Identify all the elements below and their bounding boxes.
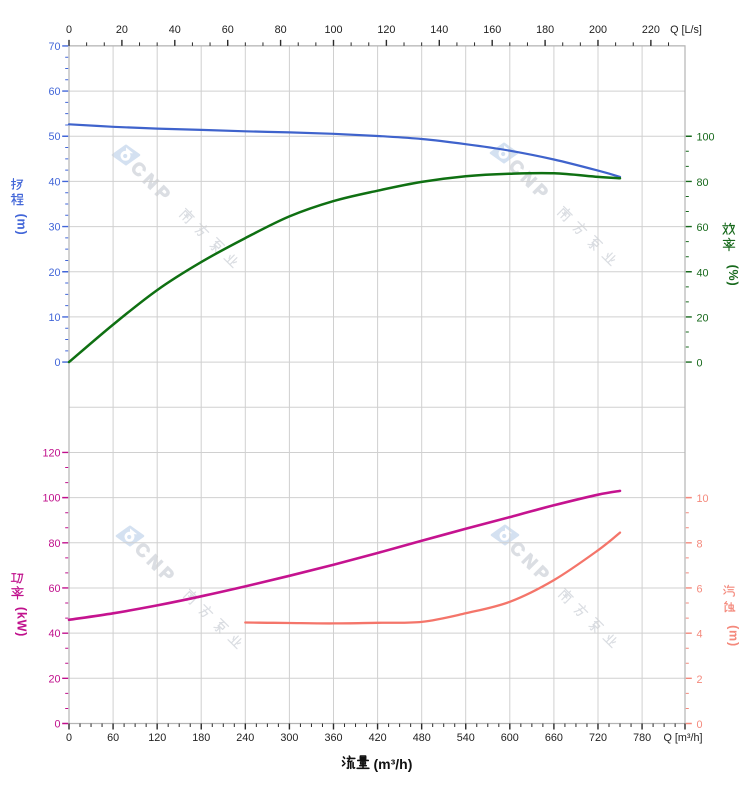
svg-text:300: 300 (280, 732, 298, 744)
svg-text:100: 100 (324, 24, 342, 36)
svg-text:2: 2 (697, 674, 703, 686)
svg-text:60: 60 (697, 222, 709, 234)
svg-text:80: 80 (697, 177, 709, 189)
svg-text:(%): (%) (726, 265, 740, 287)
svg-text:20: 20 (116, 24, 128, 36)
svg-text:20: 20 (48, 267, 60, 279)
svg-text:20: 20 (697, 312, 709, 324)
svg-text:0: 0 (66, 732, 72, 744)
svg-text:180: 180 (536, 24, 554, 36)
svg-text:720: 720 (589, 732, 607, 744)
svg-text:50: 50 (48, 131, 60, 143)
svg-text:540: 540 (457, 732, 475, 744)
svg-text:660: 660 (545, 732, 563, 744)
svg-text:360: 360 (324, 732, 342, 744)
svg-text:(m³/h): (m³/h) (374, 756, 413, 772)
svg-text:480: 480 (413, 732, 431, 744)
svg-text:0: 0 (697, 358, 703, 370)
svg-text:4: 4 (697, 629, 703, 641)
svg-text:600: 600 (501, 732, 519, 744)
svg-text:120: 120 (377, 24, 395, 36)
svg-text:120: 120 (148, 732, 166, 744)
svg-text:140: 140 (430, 24, 448, 36)
svg-text:40: 40 (48, 628, 60, 640)
svg-text:20: 20 (48, 673, 60, 685)
svg-text:40: 40 (697, 267, 709, 279)
svg-text:240: 240 (236, 732, 254, 744)
svg-text:100: 100 (42, 493, 60, 505)
svg-text:6: 6 (697, 584, 703, 596)
svg-text:420: 420 (369, 732, 387, 744)
svg-text:60: 60 (48, 86, 60, 98)
svg-text:80: 80 (48, 538, 60, 550)
svg-text:10: 10 (48, 312, 60, 324)
svg-text:60: 60 (107, 732, 119, 744)
svg-text:0: 0 (54, 357, 60, 369)
svg-text:180: 180 (192, 732, 210, 744)
svg-text:8: 8 (697, 538, 703, 550)
svg-text:40: 40 (169, 24, 181, 36)
svg-text:Q [L/s]: Q [L/s] (670, 24, 702, 36)
svg-text:30: 30 (48, 222, 60, 234)
svg-text:60: 60 (222, 24, 234, 36)
svg-text:Q [m³/h]: Q [m³/h] (664, 732, 703, 744)
svg-text:10: 10 (697, 493, 709, 505)
svg-text:120: 120 (42, 448, 60, 460)
svg-text:60: 60 (48, 583, 60, 595)
svg-text:0: 0 (54, 719, 60, 731)
svg-text:220: 220 (642, 24, 660, 36)
svg-text:100: 100 (697, 132, 715, 144)
svg-text:200: 200 (589, 24, 607, 36)
svg-text:(kW): (kW) (15, 607, 29, 637)
svg-text:(m): (m) (727, 625, 741, 647)
svg-text:40: 40 (48, 176, 60, 188)
svg-text:780: 780 (633, 732, 651, 744)
svg-text:70: 70 (48, 41, 60, 53)
svg-text:160: 160 (483, 24, 501, 36)
svg-text:0: 0 (697, 719, 703, 731)
svg-text:(m): (m) (15, 214, 29, 236)
svg-text:80: 80 (275, 24, 287, 36)
svg-text:0: 0 (66, 24, 72, 36)
